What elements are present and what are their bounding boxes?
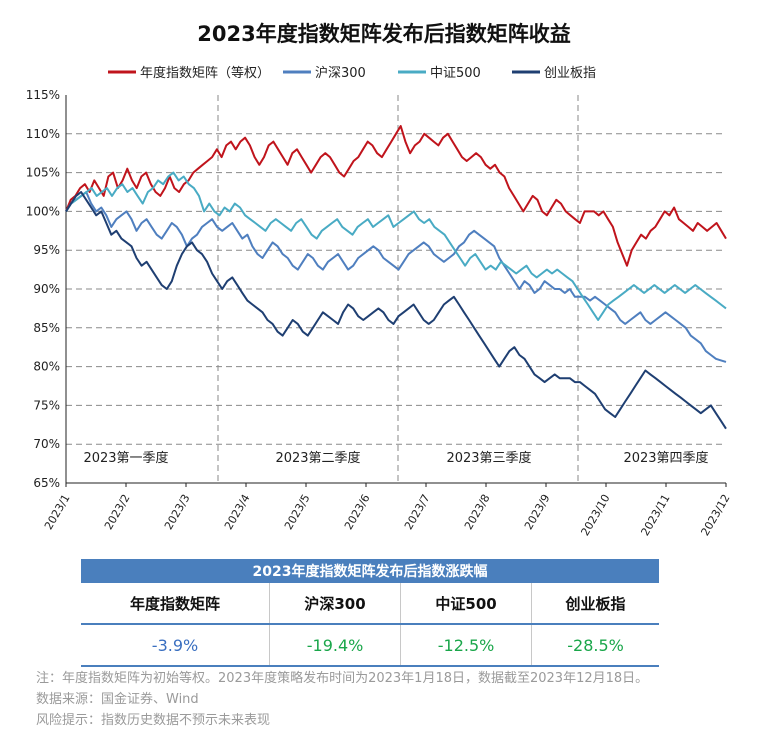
y-tick-label: 80% (33, 360, 60, 374)
quarter-label: 2023第四季度 (623, 450, 708, 466)
table-header-matrix: 年度指数矩阵 (81, 583, 271, 625)
quarter-label: 2023第三季度 (446, 450, 531, 466)
x-tick-label: 2023/2 (102, 492, 133, 532)
y-tick-label: 90% (33, 282, 60, 296)
series-line (65, 125, 727, 267)
y-tick-label: 100% (26, 204, 60, 218)
x-tick-label: 2023/9 (522, 492, 553, 532)
table-value-zz500: -12.5% (400, 624, 533, 667)
legend-label: 沪深300 (315, 65, 366, 81)
source-line: 数据来源：国金证券、Wind (36, 692, 199, 707)
y-tick-label: 75% (33, 398, 60, 412)
x-tick-label: 2023/10 (578, 492, 612, 538)
table-header-cyb: 创业板指 (531, 583, 659, 625)
table-value-hs300: -19.4% (269, 624, 402, 667)
legend-label: 年度指数矩阵（等权） (140, 65, 270, 81)
quarter-label: 2023第二季度 (275, 450, 360, 466)
line-chart: 115% 110% 105% 100% 95% 90% 85% 80% 75% 70% 65% 202… (26, 65, 733, 538)
table-caption: 2023年度指数矩阵发布后指数涨跌幅 (81, 559, 659, 583)
series-line (65, 191, 727, 430)
table-header-zz500: 中证500 (400, 583, 533, 625)
legend-label: 中证500 (430, 66, 481, 81)
quarter-label: 2023第一季度 (83, 450, 168, 466)
table-value-matrix: -3.9% (81, 624, 271, 667)
legend-label: 创业板指 (544, 66, 596, 81)
table-value-cyb: -28.5% (531, 624, 659, 667)
chart-title: 2023年度指数矩阵发布后指数矩阵收益 (197, 22, 571, 46)
table-header-hs300: 沪深300 (269, 583, 402, 625)
y-tick-label: 70% (33, 437, 60, 451)
y-tick-label: 85% (33, 321, 60, 335)
y-tick-label: 95% (33, 243, 60, 257)
series-line (65, 171, 727, 321)
note-line: 注：年度指数矩阵为初始等权。2023年度策略发布时间为2023年1月18日，数据… (36, 671, 649, 686)
x-tick-label: 2023/8 (462, 492, 493, 532)
footnotes: 注：年度指数矩阵为初始等权。2023年度策略发布时间为2023年1月18日，数据… (36, 668, 648, 731)
x-tick-label: 2023/6 (342, 492, 373, 532)
y-tick-label: 115% (26, 88, 60, 102)
x-tick-label: 2023/3 (162, 492, 193, 532)
x-tick-label: 2023/5 (282, 492, 313, 532)
x-tick-label: 2023/7 (402, 492, 433, 532)
x-tick-label: 2023/11 (638, 492, 672, 538)
y-tick-label: 110% (26, 127, 60, 141)
y-tick-label: 65% (33, 476, 60, 490)
x-tick-label: 2023/4 (222, 492, 253, 532)
x-tick-label: 2023/1 (42, 492, 73, 532)
returns-table: 2023年度指数矩阵发布后指数涨跌幅 年度指数矩阵 沪深300 中证500 创业… (81, 559, 659, 667)
x-tick-label: 2023/12 (698, 492, 732, 538)
risk-line: 风险提示：指数历史数据不预示未来表现 (36, 713, 271, 728)
y-tick-label: 105% (26, 166, 60, 180)
series-line (65, 191, 727, 363)
